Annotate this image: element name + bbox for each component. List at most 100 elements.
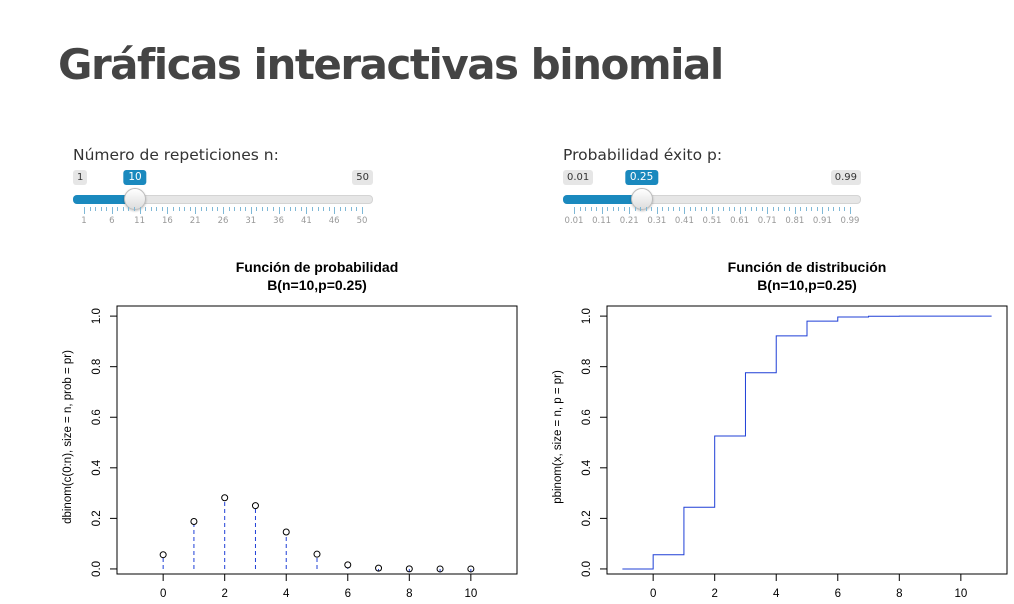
y-tick-label: 0.4 (91, 459, 103, 476)
slider-minor-tick (106, 207, 108, 211)
slider-minor-tick (706, 207, 708, 211)
data-point (190, 517, 198, 525)
slider-minor-tick (811, 207, 813, 211)
slider-tick-label: 6 (109, 216, 115, 226)
slider-p-min-label: 0.01 (563, 170, 594, 185)
slider-minor-tick (311, 207, 313, 211)
slider-tick-label: 46 (328, 216, 340, 226)
data-point (159, 551, 167, 559)
slider-minor-tick (239, 207, 241, 211)
slider-tick-label: 1 (81, 216, 87, 226)
slider-minor-tick (667, 207, 669, 211)
chart-subtitle: B(n=10,p=0.25) (757, 277, 857, 293)
slider-minor-tick (695, 207, 697, 211)
slider-minor-tick (267, 207, 269, 211)
slider-minor-tick (345, 207, 347, 211)
slider-minor-tick (745, 207, 747, 211)
slider-n-handle[interactable] (124, 188, 147, 210)
slider-minor-tick (844, 207, 846, 211)
slider-minor-tick (256, 207, 258, 211)
slider-n-max-label: 50 (352, 170, 373, 185)
y-tick-label: 0.8 (91, 359, 103, 375)
slider-tick-label: 21 (189, 216, 201, 226)
slider-major-tick (601, 207, 603, 214)
slider-minor-tick (184, 207, 186, 211)
slider-minor-tick (761, 207, 763, 211)
slider-minor-tick (122, 207, 124, 211)
chart-title: Función de probabilidad (236, 259, 399, 275)
slider-minor-tick (827, 207, 829, 211)
slider-tick-label: 0.71 (757, 216, 777, 226)
data-point (375, 564, 383, 572)
slider-p-probabilidad: Probabilidad éxito p: 0.01 0.99 0.25 0.0… (563, 146, 861, 236)
slider-major-tick (629, 207, 631, 214)
y-axis-label: pbinom(x, size = n, p = pr) (552, 370, 564, 504)
slider-tick-label: 31 (245, 216, 257, 226)
y-axis-label: dbinom(c(0:n), size = n, prob = pr) (62, 350, 74, 524)
slider-major-tick (278, 207, 280, 214)
slider-minor-tick (100, 207, 102, 211)
slider-minor-tick (596, 207, 598, 211)
slider-minor-tick (723, 207, 725, 211)
slider-minor-tick (833, 207, 835, 211)
slider-major-tick (574, 207, 575, 214)
slider-minor-tick (750, 207, 752, 211)
y-tick-label: 0.8 (581, 359, 593, 375)
slider-minor-tick (128, 207, 130, 211)
slider-minor-tick (689, 207, 691, 211)
slider-major-tick (84, 207, 85, 214)
slider-minor-tick (328, 207, 330, 211)
slider-minor-tick (607, 207, 609, 211)
slider-minor-tick (295, 207, 297, 211)
probability-mass-plot: Función de probabilidad B(n=10,p=0.25) d… (62, 259, 518, 600)
slider-minor-tick (717, 207, 719, 211)
data-point (344, 561, 352, 569)
slider-minor-tick (612, 207, 614, 211)
slider-minor-tick (95, 207, 97, 211)
slider-tick-label: 0.41 (674, 216, 694, 226)
slider-n-fill (73, 195, 136, 204)
slider-minor-tick (350, 207, 352, 211)
slider-minor-tick (700, 207, 702, 211)
slider-minor-tick (189, 207, 191, 211)
slider-tick-label: 0.31 (647, 216, 667, 226)
slider-p-handle[interactable] (630, 188, 653, 210)
slider-minor-tick (640, 207, 642, 211)
slider-tick-label: 26 (217, 216, 229, 226)
slider-minor-tick (789, 207, 791, 211)
slider-major-tick (139, 207, 141, 214)
x-tick-label: 4 (773, 588, 780, 600)
x-tick-label: 4 (283, 588, 290, 600)
slider-p-max-label: 0.99 (830, 170, 861, 185)
data-point (282, 528, 290, 536)
slider-minor-tick (816, 207, 818, 211)
slider-minor-tick (618, 207, 620, 211)
chart-subtitle: B(n=10,p=0.25) (267, 277, 367, 293)
slider-minor-tick (805, 207, 807, 211)
x-tick-label: 10 (464, 588, 477, 600)
slider-minor-tick (778, 207, 780, 211)
slider-minor-tick (134, 207, 136, 211)
slider-minor-tick (150, 207, 152, 211)
slider-p-ticks: 0.01 0.11 0.21 0.31 0.41 0.51 0.61 0.71 0.81 0.91… (563, 207, 861, 231)
cdf-step-line (622, 315, 992, 570)
x-tick-label: 6 (345, 588, 351, 600)
slider-minor-tick (217, 207, 219, 211)
x-tick-label: 6 (835, 588, 841, 600)
data-point (313, 550, 321, 558)
slider-minor-tick (300, 207, 302, 211)
slider-major-tick (739, 207, 741, 214)
slider-major-tick (362, 207, 363, 214)
slider-minor-tick (356, 207, 358, 211)
slider-n-ticks: 1 6 11 16 21 26 31 36 41 46 50 (73, 207, 373, 231)
slider-major-tick (767, 207, 769, 214)
slider-minor-tick (590, 207, 592, 211)
slider-minor-tick (273, 207, 275, 211)
slider-major-tick (794, 207, 796, 214)
slider-n-min-label: 1 (73, 170, 88, 185)
chart-title: Función de distribución (728, 259, 887, 275)
slider-minor-tick (284, 207, 286, 211)
slider-minor-tick (161, 207, 163, 211)
data-marks (159, 494, 475, 573)
y-tick-label: 1.0 (91, 308, 103, 324)
